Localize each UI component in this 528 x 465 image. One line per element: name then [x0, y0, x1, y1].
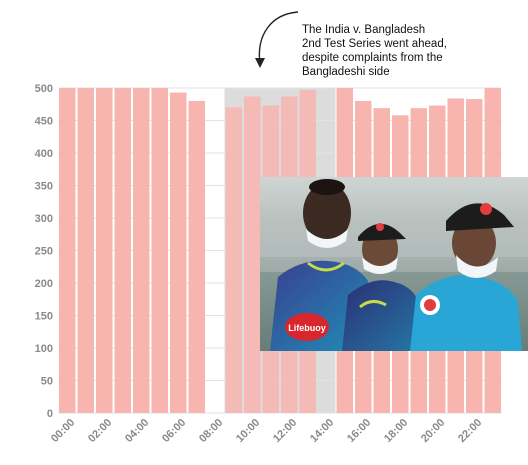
y-tick-label: 0	[47, 408, 53, 420]
bar	[59, 88, 76, 413]
cap-icon	[358, 223, 406, 241]
x-axis: 00:00 02:00 04:00 06:00 08:00 10:00 12:00 14:00…	[49, 417, 484, 445]
x-tick-label: 06:00	[160, 417, 188, 445]
sponsor-logo-text: Lifebuoy	[288, 323, 326, 333]
player-icon	[410, 203, 522, 351]
x-tick-label: 08:00	[197, 417, 225, 445]
x-tick-label: 14:00	[308, 417, 336, 445]
bar	[133, 88, 150, 413]
x-tick-label: 10:00	[234, 417, 262, 445]
annotation-line: despite complaints from the	[302, 52, 443, 64]
y-tick-label: 100	[35, 343, 53, 355]
x-tick-label: 12:00	[271, 417, 299, 445]
y-tick-label: 300	[35, 213, 53, 225]
y-axis: 0 50 100 150 200 250 300 350 400 450 500	[35, 83, 53, 420]
y-tick-label: 50	[41, 376, 53, 388]
bar	[225, 107, 242, 413]
annotation-line: The India v. Bangladesh	[302, 24, 426, 36]
x-tick-label: 22:00	[456, 417, 484, 445]
annotation-arrow	[258, 11, 299, 65]
bar	[114, 88, 131, 413]
y-tick-label: 350	[35, 181, 53, 193]
bar	[151, 88, 168, 413]
players-photo: Lifebuoy	[260, 177, 528, 351]
x-tick-label: 16:00	[345, 417, 373, 445]
y-tick-label: 450	[35, 116, 53, 128]
bar	[96, 88, 113, 413]
bar	[188, 101, 205, 413]
x-tick-label: 02:00	[86, 417, 114, 445]
y-tick-label: 250	[35, 246, 53, 258]
y-tick-label: 500	[35, 83, 53, 95]
annotation-line: 2nd Test Series went ahead,	[302, 38, 447, 50]
bar	[170, 92, 187, 414]
x-tick-label: 20:00	[419, 417, 447, 445]
annotation: The India v. Bangladesh 2nd Test Series …	[302, 23, 502, 79]
y-tick-label: 150	[35, 311, 53, 323]
bar	[244, 96, 261, 413]
x-tick-label: 18:00	[382, 417, 410, 445]
x-tick-label: 00:00	[49, 417, 77, 445]
y-tick-label: 200	[35, 278, 53, 290]
player-icon	[342, 223, 420, 351]
bar	[77, 88, 94, 413]
arrow-head-icon	[255, 58, 265, 68]
cap-icon	[446, 203, 514, 231]
annotation-line: Bangladeshi side	[302, 66, 390, 78]
y-tick-label: 400	[35, 148, 53, 160]
x-tick-label: 04:00	[123, 417, 151, 445]
